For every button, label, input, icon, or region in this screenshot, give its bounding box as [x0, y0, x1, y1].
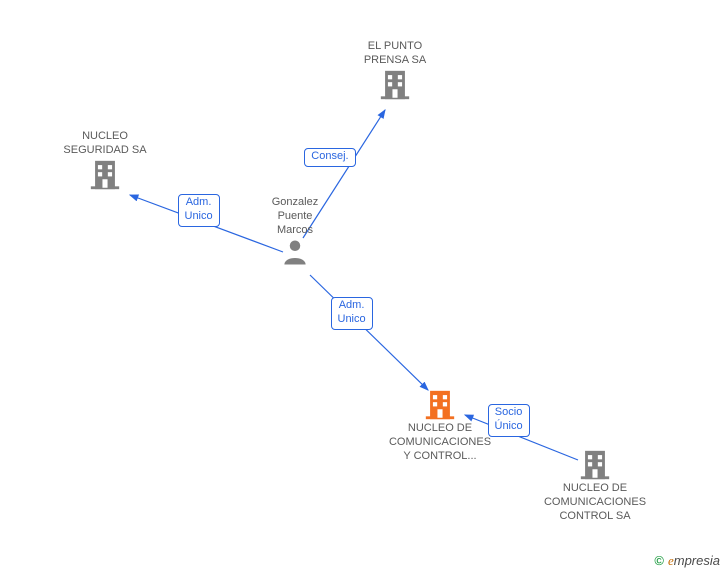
edge-label-edge_adm_unico_down: Adm. Unico: [331, 297, 373, 330]
node-label: NUCLEO DE COMUNICACIONES Y CONTROL...: [380, 422, 500, 463]
node-nucleo_seguridad: NUCLEO SEGURIDAD SA: [45, 130, 165, 192]
brand-rest: mpresia: [674, 553, 720, 568]
node-label: NUCLEO DE COMUNICACIONES CONTROL SA: [535, 482, 655, 523]
edge-label-edge_consej: Consej.: [304, 148, 355, 167]
building-icon: [535, 448, 655, 482]
node-center_person: Gonzalez Puente Marcos: [235, 196, 355, 267]
edge-label-edge_adm_unico_left: Adm. Unico: [178, 194, 220, 227]
node-nucleo_com_control_highlight: NUCLEO DE COMUNICACIONES Y CONTROL...: [380, 388, 500, 463]
node-label: NUCLEO SEGURIDAD SA: [45, 130, 165, 158]
edge-edge_adm_unico_down: [310, 275, 428, 390]
node-el_punto_prensa: EL PUNTO PRENSA SA: [335, 40, 455, 102]
building-icon: [380, 388, 500, 422]
diagram-canvas: Gonzalez Puente Marcos NUCLEO SEGURIDAD …: [0, 0, 728, 575]
node-label: Gonzalez Puente Marcos: [235, 196, 355, 237]
node-nucleo_com_control_sa: NUCLEO DE COMUNICACIONES CONTROL SA: [535, 448, 655, 523]
attribution: ©empresia: [654, 553, 720, 569]
node-label: EL PUNTO PRENSA SA: [335, 40, 455, 68]
copyright-symbol: ©: [654, 553, 664, 568]
building-icon: [45, 158, 165, 192]
edge-label-edge_socio_unico: Socio Único: [488, 404, 530, 437]
building-icon: [335, 68, 455, 102]
person-icon: [235, 237, 355, 267]
